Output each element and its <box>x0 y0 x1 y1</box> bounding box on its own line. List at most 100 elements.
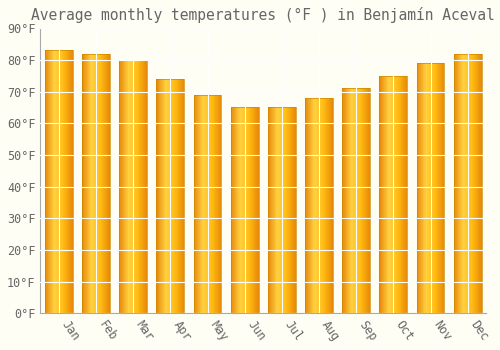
Bar <box>454 54 481 313</box>
Bar <box>86 54 87 313</box>
Bar <box>380 76 381 313</box>
Bar <box>363 89 364 313</box>
Bar <box>166 79 167 313</box>
Bar <box>145 60 146 313</box>
Bar <box>392 76 393 313</box>
Bar <box>122 60 123 313</box>
Bar <box>97 54 98 313</box>
Bar <box>429 63 430 313</box>
Bar <box>65 50 66 313</box>
Bar <box>285 107 286 313</box>
Bar <box>246 107 247 313</box>
Bar <box>305 98 306 313</box>
Bar <box>283 107 284 313</box>
Bar <box>428 63 429 313</box>
Bar <box>194 95 196 313</box>
Bar <box>55 50 56 313</box>
Bar <box>91 54 92 313</box>
Bar <box>355 89 356 313</box>
Bar <box>201 95 202 313</box>
Bar <box>353 89 354 313</box>
Bar <box>207 95 208 313</box>
Bar <box>279 107 280 313</box>
Bar <box>249 107 250 313</box>
Bar <box>217 95 218 313</box>
Bar <box>383 76 384 313</box>
Bar <box>349 89 350 313</box>
Bar <box>461 54 462 313</box>
Bar <box>358 89 359 313</box>
Bar <box>214 95 215 313</box>
Bar <box>442 63 443 313</box>
Bar <box>174 79 175 313</box>
Bar <box>159 79 160 313</box>
Bar <box>238 107 239 313</box>
Bar <box>178 79 180 313</box>
Bar <box>98 54 99 313</box>
Bar <box>139 60 140 313</box>
Bar <box>138 60 139 313</box>
Bar <box>164 79 165 313</box>
Bar <box>323 98 324 313</box>
Bar <box>221 95 222 313</box>
Bar <box>200 95 201 313</box>
Bar <box>328 98 329 313</box>
Bar <box>220 95 221 313</box>
Bar <box>63 50 64 313</box>
Bar <box>236 107 237 313</box>
Bar <box>404 76 405 313</box>
Bar <box>45 50 73 313</box>
Bar <box>211 95 212 313</box>
Bar <box>82 54 110 313</box>
Bar <box>129 60 130 313</box>
Bar <box>478 54 479 313</box>
Bar <box>390 76 391 313</box>
Bar <box>424 63 425 313</box>
Bar <box>107 54 108 313</box>
Bar <box>396 76 398 313</box>
Bar <box>68 50 69 313</box>
Bar <box>72 50 73 313</box>
Bar <box>329 98 330 313</box>
Bar <box>101 54 102 313</box>
Bar <box>319 98 320 313</box>
Bar <box>48 50 49 313</box>
Bar <box>183 79 184 313</box>
Bar <box>287 107 288 313</box>
Bar <box>213 95 214 313</box>
Bar <box>386 76 387 313</box>
Bar <box>320 98 322 313</box>
Bar <box>130 60 131 313</box>
Bar <box>57 50 58 313</box>
Bar <box>102 54 104 313</box>
Bar <box>286 107 287 313</box>
Bar <box>419 63 420 313</box>
Bar <box>380 76 407 313</box>
Bar <box>45 50 46 313</box>
Bar <box>84 54 85 313</box>
Bar <box>134 60 135 313</box>
Bar <box>474 54 475 313</box>
Bar <box>234 107 235 313</box>
Bar <box>176 79 177 313</box>
Bar <box>71 50 72 313</box>
Bar <box>120 60 147 313</box>
Bar <box>240 107 241 313</box>
Bar <box>248 107 249 313</box>
Bar <box>385 76 386 313</box>
Bar <box>215 95 216 313</box>
Bar <box>416 63 444 313</box>
Bar <box>156 79 157 313</box>
Bar <box>407 76 408 313</box>
Bar <box>123 60 124 313</box>
Bar <box>288 107 289 313</box>
Bar <box>182 79 183 313</box>
Bar <box>194 95 222 313</box>
Bar <box>89 54 90 313</box>
Bar <box>128 60 129 313</box>
Bar <box>472 54 474 313</box>
Bar <box>467 54 468 313</box>
Bar <box>206 95 207 313</box>
Bar <box>197 95 198 313</box>
Bar <box>277 107 278 313</box>
